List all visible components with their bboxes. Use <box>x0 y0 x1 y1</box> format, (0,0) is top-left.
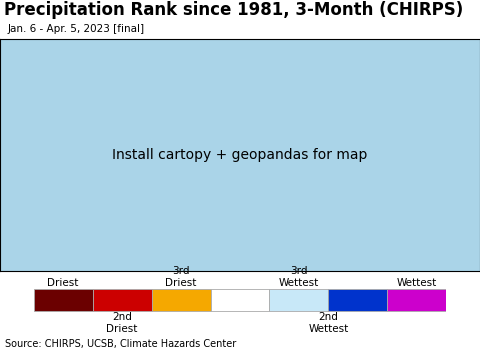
Bar <box>387 289 446 311</box>
Text: Precipitation Rank since 1981, 3-Month (CHIRPS): Precipitation Rank since 1981, 3-Month (… <box>4 1 463 19</box>
Bar <box>152 289 211 311</box>
Bar <box>269 289 328 311</box>
Text: 3rd
Driest: 3rd Driest <box>165 266 197 288</box>
Bar <box>328 289 387 311</box>
Bar <box>93 289 152 311</box>
Bar <box>34 289 93 311</box>
Text: Wettest: Wettest <box>397 278 437 288</box>
Bar <box>211 289 269 311</box>
Text: Install cartopy + geopandas for map: Install cartopy + geopandas for map <box>112 148 368 162</box>
Text: 2nd
Driest: 2nd Driest <box>107 312 138 334</box>
Text: 2nd
Wettest: 2nd Wettest <box>308 312 348 334</box>
Text: Source: CHIRPS, UCSB, Climate Hazards Center: Source: CHIRPS, UCSB, Climate Hazards Ce… <box>5 339 236 349</box>
Text: Jan. 6 - Apr. 5, 2023 [final]: Jan. 6 - Apr. 5, 2023 [final] <box>7 24 144 34</box>
Text: Driest: Driest <box>48 278 79 288</box>
Text: 3rd
Wettest: 3rd Wettest <box>279 266 319 288</box>
